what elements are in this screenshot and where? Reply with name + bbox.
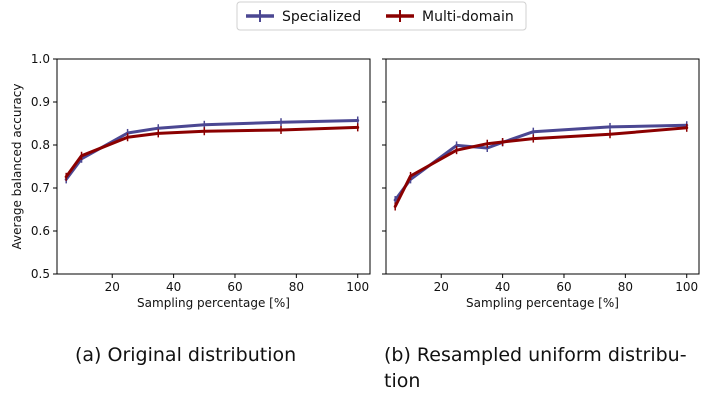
y-tick-label: 0.5 <box>31 267 50 281</box>
legend-label-specialized: Specialized <box>282 9 361 25</box>
x-tick-label: 40 <box>166 280 181 294</box>
series-line-multi-domain <box>64 125 360 179</box>
y-tick-label: 0.8 <box>31 138 50 152</box>
y-tick-label: 0.7 <box>31 181 50 195</box>
caption-a: (a) Original distribution <box>75 344 297 366</box>
series-line-specialized <box>393 123 689 202</box>
legend-entry-specialized: Specialized <box>246 9 361 25</box>
legend: Specialized Multi-domain <box>236 1 527 31</box>
caption-b-line1: (b) Resampled uniform distribu- <box>384 344 687 366</box>
axes-frame <box>385 58 700 275</box>
y-tick-label: 0.9 <box>31 95 50 109</box>
x-tick-label: 100 <box>675 280 698 294</box>
x-tick-label: 20 <box>105 280 120 294</box>
axes-frame <box>56 58 371 275</box>
x-axis-label: Sampling percentage [%] <box>137 296 290 310</box>
caption-b: (b) Resampled uniform distribu- tion <box>384 342 708 394</box>
x-tick-label: 80 <box>289 280 304 294</box>
panel-a-chart: 20 40 60 80 100 0.5 0.6 0.7 0.8 0.9 1.0 Sampling pe… <box>10 52 371 310</box>
x-tick-label: 80 <box>618 280 633 294</box>
y-axis-label: Average balanced accuracy <box>10 84 24 250</box>
x-tick-label: 60 <box>556 280 571 294</box>
x-tick-label: 100 <box>346 280 369 294</box>
x-tick-label: 20 <box>434 280 449 294</box>
y-tick-label: 1.0 <box>31 52 50 66</box>
y-tick-label: 0.6 <box>31 224 50 238</box>
legend-label-multi-domain: Multi-domain <box>422 9 514 25</box>
caption-b-line2: tion <box>384 370 421 392</box>
series-line-multi-domain <box>393 126 689 208</box>
legend-entry-multi-domain: Multi-domain <box>386 9 514 25</box>
x-axis-label: Sampling percentage [%] <box>466 296 619 310</box>
x-tick-label: 60 <box>227 280 242 294</box>
panel-b-chart: 20 40 60 80 100 Sampling percentage [%] <box>382 58 700 310</box>
x-tick-label: 40 <box>495 280 510 294</box>
